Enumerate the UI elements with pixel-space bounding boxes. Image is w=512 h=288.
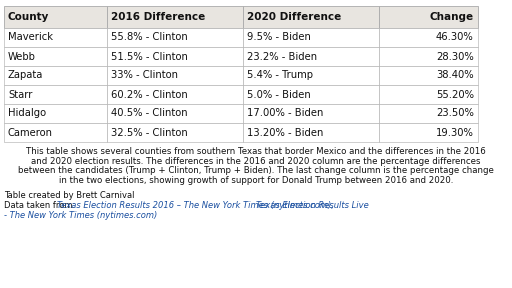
Bar [243, 123, 379, 142]
Text: County: County [8, 12, 49, 22]
Text: in the two elections, showing growth of support for Donald Trump between 2016 an: in the two elections, showing growth of … [59, 176, 453, 185]
Text: 55.20%: 55.20% [436, 90, 474, 99]
Text: 13.20% - Biden: 13.20% - Biden [247, 128, 324, 137]
Text: 32.5% - Clinton: 32.5% - Clinton [111, 128, 188, 137]
Bar [379, 28, 478, 47]
Bar [108, 123, 243, 142]
Bar [4, 28, 108, 47]
Bar [4, 104, 108, 123]
Text: Maverick: Maverick [8, 33, 53, 43]
Bar [108, 28, 243, 47]
Text: Starr: Starr [8, 90, 32, 99]
Text: Zapata: Zapata [8, 71, 44, 81]
Text: 9.5% - Biden: 9.5% - Biden [247, 33, 311, 43]
Bar [108, 85, 243, 104]
Text: 40.5% - Clinton: 40.5% - Clinton [111, 109, 188, 118]
Bar [243, 66, 379, 85]
Text: Hidalgo: Hidalgo [8, 109, 46, 118]
Bar [243, 47, 379, 66]
Bar [108, 47, 243, 66]
Bar [4, 6, 108, 28]
Text: 23.50%: 23.50% [436, 109, 474, 118]
Text: Change: Change [430, 12, 474, 22]
Text: 46.30%: 46.30% [436, 33, 474, 43]
Text: 23.2% - Biden: 23.2% - Biden [247, 52, 317, 62]
Text: and 2020 election results. The differences in the 2016 and 2020 column are the p: and 2020 election results. The differenc… [31, 157, 481, 166]
Bar [379, 123, 478, 142]
Text: 2020 Difference: 2020 Difference [247, 12, 342, 22]
Bar [4, 66, 108, 85]
Bar [379, 6, 478, 28]
Text: This table shows several counties from southern Texas that border Mexico and the: This table shows several counties from s… [26, 147, 486, 156]
Text: 51.5% - Clinton: 51.5% - Clinton [111, 52, 188, 62]
Text: Cameron: Cameron [8, 128, 53, 137]
Bar [379, 66, 478, 85]
Text: 5.0% - Biden: 5.0% - Biden [247, 90, 311, 99]
Text: 2016 Difference: 2016 Difference [111, 12, 206, 22]
Bar [108, 66, 243, 85]
Text: 55.8% - Clinton: 55.8% - Clinton [111, 33, 188, 43]
Text: 19.30%: 19.30% [436, 128, 474, 137]
Bar [243, 85, 379, 104]
Text: 5.4% - Trump: 5.4% - Trump [247, 71, 313, 81]
Bar [243, 6, 379, 28]
Bar [4, 85, 108, 104]
Bar [243, 104, 379, 123]
Text: 60.2% - Clinton: 60.2% - Clinton [111, 90, 188, 99]
Text: 17.00% - Biden: 17.00% - Biden [247, 109, 324, 118]
Bar [108, 6, 243, 28]
Text: 28.30%: 28.30% [436, 52, 474, 62]
Text: Table created by Brett Carnival: Table created by Brett Carnival [4, 192, 135, 200]
Text: Texas Election Results Live: Texas Election Results Live [255, 201, 368, 210]
Bar [379, 104, 478, 123]
Text: Texas Election Results 2016 – The New York Times (nytimes.com),: Texas Election Results 2016 – The New Yo… [57, 201, 334, 210]
Bar [4, 47, 108, 66]
Text: between the candidates (Trump + Clinton, Trump + Biden). The last change column : between the candidates (Trump + Clinton,… [18, 166, 494, 175]
Text: 38.40%: 38.40% [436, 71, 474, 81]
Bar [379, 85, 478, 104]
Text: Data taken from:: Data taken from: [4, 201, 78, 210]
Text: - The New York Times (nytimes.com): - The New York Times (nytimes.com) [4, 211, 157, 220]
Bar [243, 28, 379, 47]
Bar [379, 47, 478, 66]
Bar [108, 104, 243, 123]
Bar [4, 123, 108, 142]
Text: Webb: Webb [8, 52, 36, 62]
Text: 33% - Clinton: 33% - Clinton [111, 71, 178, 81]
